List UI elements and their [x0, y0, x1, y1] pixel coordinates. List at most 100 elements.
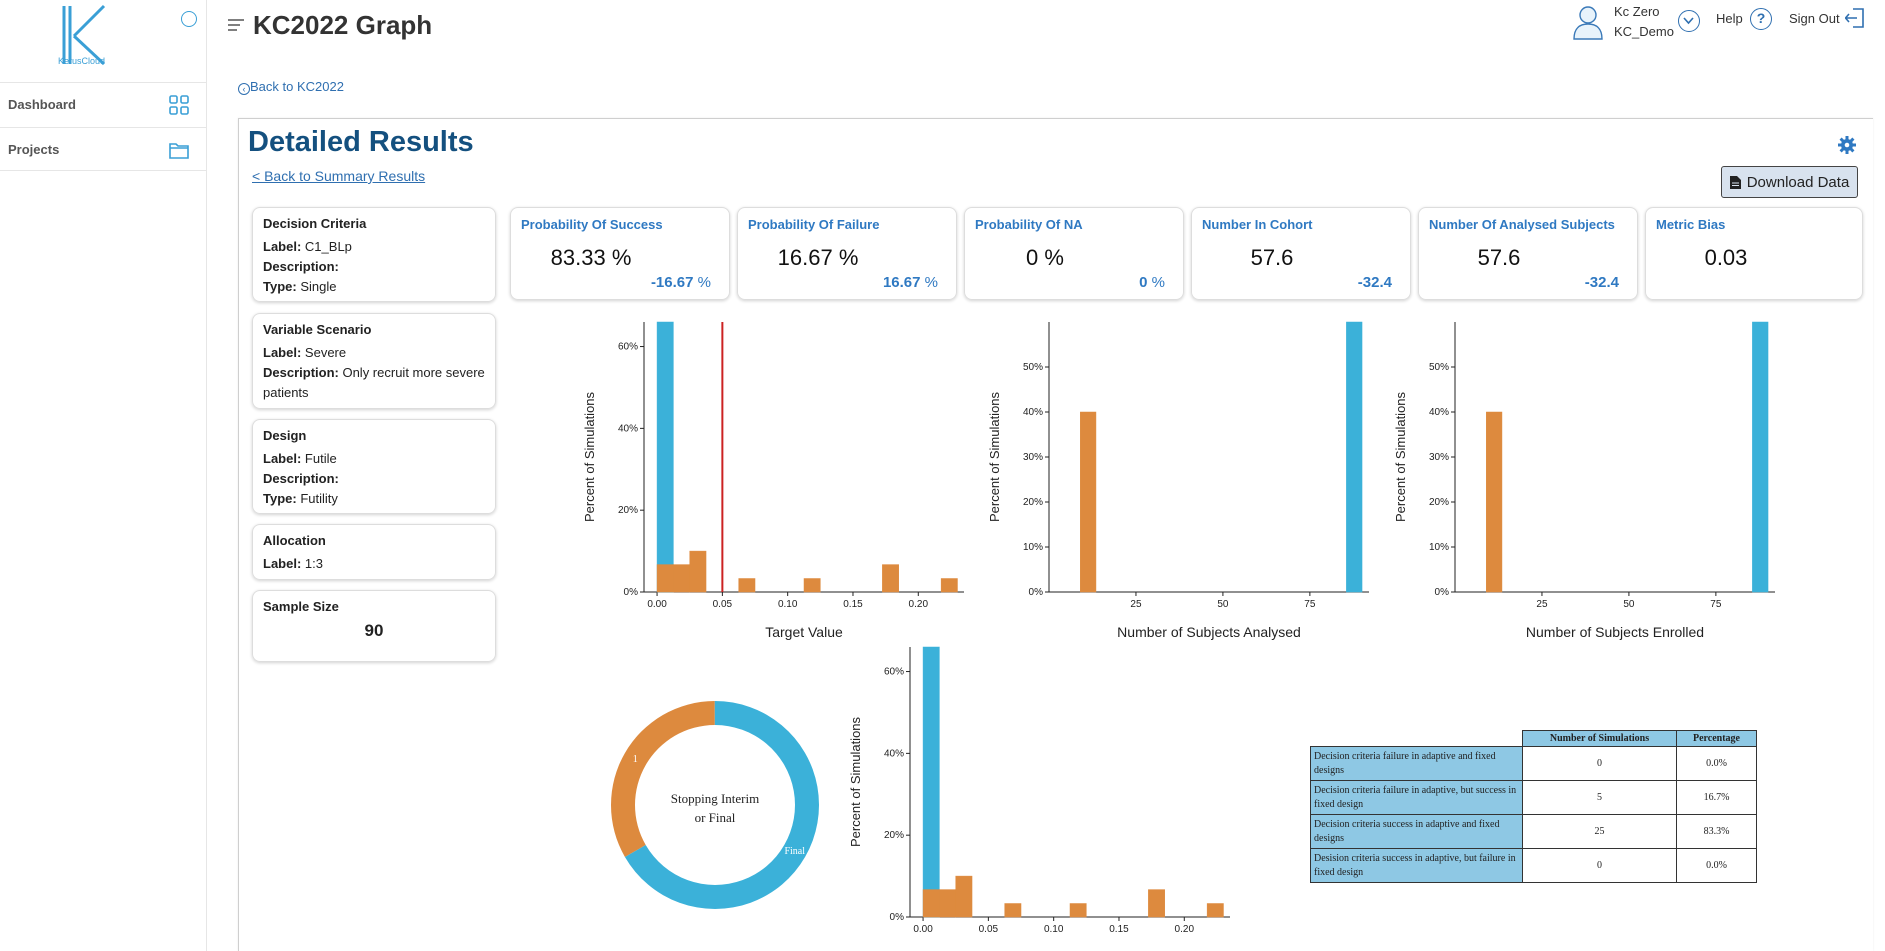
- y-tick-label: 30%: [1429, 452, 1449, 463]
- stat-card-analysed-subjects: Number Of Analysed Subjects 57.6 -32.4: [1418, 207, 1638, 300]
- logo-text: KerusCloud: [58, 56, 106, 66]
- user-avatar-icon[interactable]: [1572, 4, 1604, 40]
- x-tick-label: 75: [1304, 599, 1316, 610]
- results-panel: [238, 118, 1873, 951]
- x-axis-label: Bias in Metric: [1028, 949, 1112, 951]
- stat-label: Probability Of NA: [975, 217, 1083, 232]
- y-tick-label: 20%: [884, 830, 904, 841]
- download-label: Download Data: [1746, 173, 1850, 191]
- bar: [1206, 903, 1224, 918]
- sample-size-value: 90: [364, 621, 384, 640]
- sidebar-item-label: Dashboard: [8, 97, 76, 112]
- bar: [656, 564, 674, 593]
- variable-scenario-card: Variable Scenario Label: Severe Descript…: [252, 313, 496, 409]
- y-tick-label: 30%: [1023, 452, 1043, 463]
- stat-delta: -32.4: [1585, 274, 1619, 291]
- slice-label: Final: [784, 846, 805, 857]
- y-tick-label: 20%: [1429, 497, 1449, 508]
- sidebar-item-dashboard[interactable]: Dashboard: [0, 82, 207, 126]
- y-tick-label: 50%: [1429, 362, 1449, 373]
- y-tick-label: 10%: [1023, 542, 1043, 553]
- user-menu-chevron-icon[interactable]: [1678, 10, 1700, 32]
- cell-count: 25: [1522, 814, 1677, 849]
- y-axis-label: Percent of Simulations: [582, 391, 597, 522]
- back-to-project-link[interactable]: ‹ Back to KC2022: [238, 79, 344, 95]
- stat-card-metric-bias: Metric Bias 0.03: [1645, 207, 1863, 300]
- back-to-summary-link[interactable]: < Back to Summary Results: [252, 168, 426, 184]
- stat-delta: 0 %: [1139, 274, 1165, 291]
- table-row: Desision criteria success in adaptive, b…: [1310, 848, 1757, 883]
- field-key: Type:: [263, 279, 297, 294]
- bar: [1346, 321, 1363, 593]
- x-tick-label: 0.20: [1175, 924, 1195, 935]
- y-tick-label: 40%: [1429, 407, 1449, 418]
- x-tick-label: 50: [1217, 599, 1229, 610]
- y-axis-label: Percent of Simulations: [987, 391, 1002, 522]
- stat-value: 57.6: [1419, 245, 1579, 271]
- cell-percent: 0.0%: [1676, 848, 1757, 883]
- help-link[interactable]: Help: [1716, 11, 1743, 26]
- y-tick-label: 60%: [884, 667, 904, 678]
- stat-card-probability-na: Probability Of NA 0 % 0 %: [964, 207, 1184, 300]
- field-value: Severe: [304, 345, 347, 360]
- download-data-button[interactable]: Download Data: [1721, 166, 1858, 198]
- card-title: Sample Size: [263, 599, 339, 614]
- sidebar-item-projects[interactable]: Projects: [0, 127, 207, 171]
- bar: [922, 646, 940, 918]
- cell-percent: 16.7%: [1676, 780, 1757, 815]
- y-tick-label: 0%: [1029, 587, 1044, 598]
- bar: [656, 321, 674, 593]
- stat-label: Metric Bias: [1656, 217, 1726, 232]
- y-axis-label: Percent of Simulations: [848, 716, 863, 847]
- delta-number: 16.67: [882, 274, 921, 291]
- subjects-analysed-histogram: 0% 10% 20% 30% 40% 50% 25 50 75 Number of Subject…: [987, 321, 1369, 640]
- stat-delta: 16.67 %: [883, 274, 938, 291]
- menu-icon[interactable]: [228, 18, 244, 32]
- bar: [922, 889, 940, 918]
- signout-icon[interactable]: [1845, 7, 1865, 29]
- stat-unit: %: [611, 245, 632, 270]
- delta-number: -32.4: [1357, 274, 1392, 291]
- x-tick-label: 75: [1710, 599, 1722, 610]
- y-tick-label: 60%: [618, 342, 638, 353]
- y-tick-label: 20%: [618, 505, 638, 516]
- design-card: Design Label: Futile Description: Type: …: [252, 419, 496, 514]
- stat-card-probability-failure: Probability Of Failure 16.67 % 16.67 %: [737, 207, 957, 300]
- kerus-logo[interactable]: [60, 4, 116, 70]
- x-tick-label: 0.05: [979, 924, 999, 935]
- sample-size-card: Sample Size 90: [252, 590, 496, 662]
- stat-label: Probability Of Success: [521, 217, 663, 232]
- allocation-card: Allocation Label: 1:3: [252, 524, 496, 580]
- user-org: KC_Demo: [1614, 24, 1674, 39]
- bar: [882, 564, 899, 593]
- table-corner: [1310, 730, 1523, 747]
- y-tick-label: 40%: [884, 748, 904, 759]
- stat-number: 16.67: [777, 245, 833, 270]
- collapse-icon[interactable]: [181, 11, 197, 27]
- x-tick-label: 0.15: [843, 599, 863, 610]
- cell-percent: 83.3%: [1676, 814, 1757, 849]
- field-key: Label:: [263, 239, 302, 254]
- y-tick-label: 0%: [1435, 587, 1450, 598]
- signout-link[interactable]: Sign Out: [1789, 11, 1840, 26]
- y-tick-label: 0%: [624, 587, 639, 598]
- target-value-histogram: 0% 20% 40% 60% 0.00 0.05 0.10 0.15 0.20 Target Va…: [582, 321, 964, 640]
- user-name: Kc Zero: [1614, 4, 1660, 19]
- bar: [1148, 889, 1165, 918]
- x-tick-label: 0.15: [1109, 924, 1129, 935]
- stopping-interim-donut: 1 Final Stopping Interim or Final: [611, 701, 819, 909]
- decision-criteria-card: Decision Criteria Label: C1_BLp Descript…: [252, 207, 496, 302]
- delta-unit: %: [1151, 274, 1165, 291]
- gear-icon[interactable]: [1838, 136, 1856, 154]
- field-key: Description:: [263, 471, 339, 486]
- stat-value: 83.33 %: [511, 245, 671, 271]
- stat-label: Number In Cohort: [1202, 217, 1313, 232]
- help-icon[interactable]: ?: [1750, 8, 1772, 30]
- stat-number: 0: [1026, 245, 1039, 270]
- field-value: Single: [300, 279, 337, 294]
- bar: [955, 875, 973, 918]
- stat-number: 57.6: [1250, 245, 1294, 270]
- stat-value: 0 %: [965, 245, 1125, 271]
- field-key: Type:: [263, 491, 297, 506]
- field-key: Label:: [263, 451, 302, 466]
